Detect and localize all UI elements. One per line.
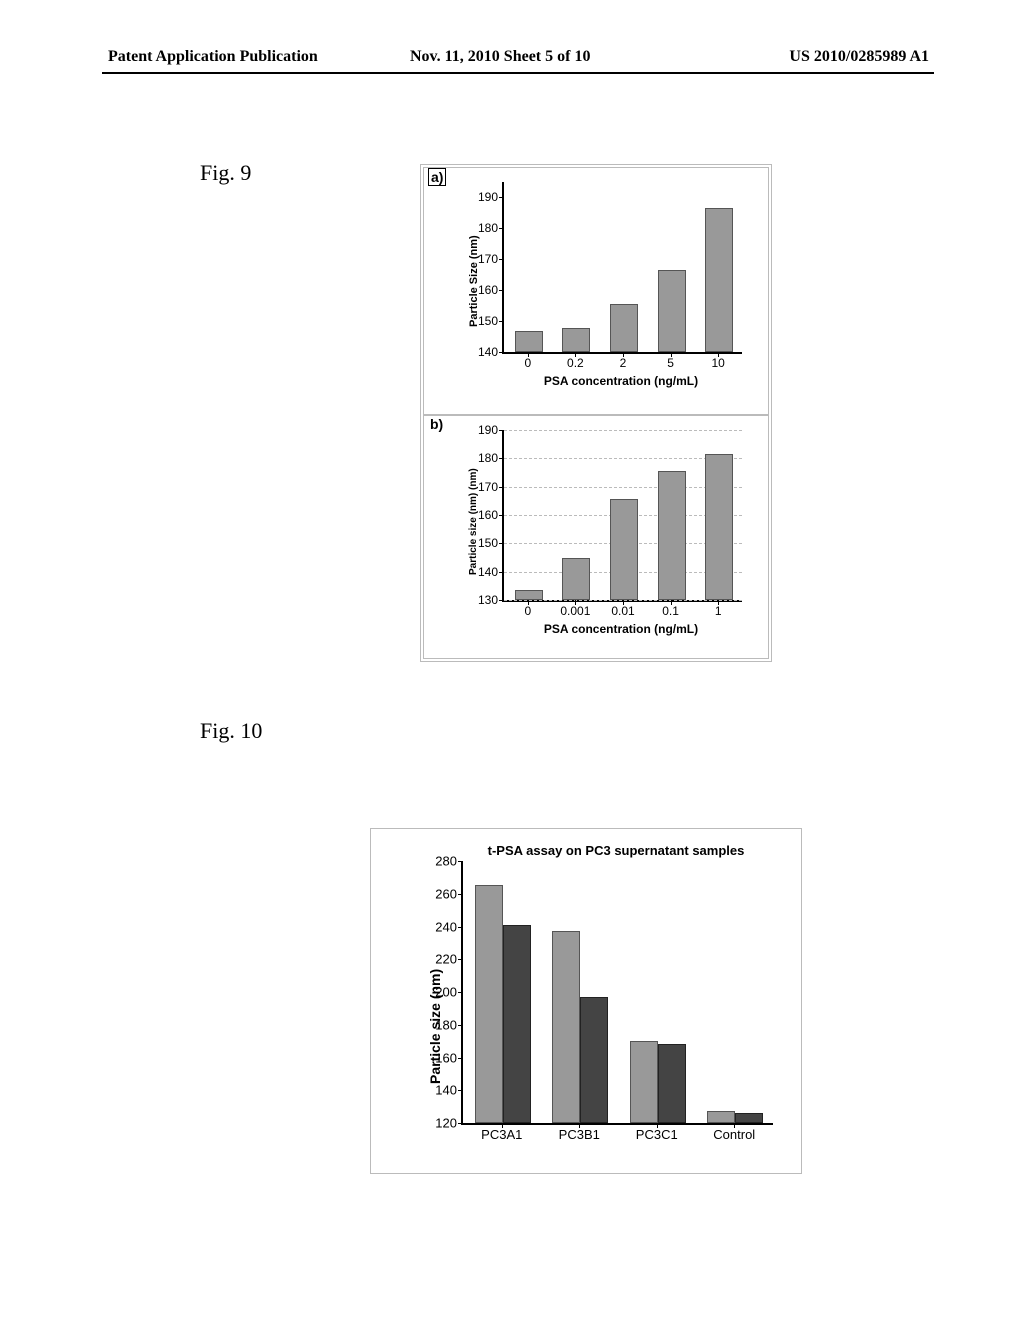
bar-series-1 xyxy=(475,885,503,1123)
x-tick-label: 0.01 xyxy=(611,600,634,618)
x-tick-label: 1 xyxy=(715,600,722,618)
figure-9-label: Fig. 9 xyxy=(200,160,251,186)
header-center: Nov. 11, 2010 Sheet 5 of 10 xyxy=(410,48,590,66)
bar xyxy=(515,590,543,601)
chart-10: 120140160180200220240260280PC3A1PC3B1PC3… xyxy=(371,829,801,1173)
y-tick-label: 140 xyxy=(435,1083,463,1098)
y-tick-label: 120 xyxy=(435,1116,463,1131)
header-rule xyxy=(102,72,934,74)
y-tick-label: 150 xyxy=(478,536,504,550)
x-axis-label: PSA concentration (ng/mL) xyxy=(502,622,740,636)
x-tick-label: 0.2 xyxy=(567,352,584,370)
y-tick-label: 240 xyxy=(435,919,463,934)
bar xyxy=(658,471,686,601)
figure-9-panel-a: a) 14015016017018019000.22510Particle Si… xyxy=(423,167,769,415)
chart-title: t-PSA assay on PC3 supernatant samples xyxy=(461,843,771,858)
x-axis-label: PSA concentration (ng/mL) xyxy=(502,374,740,388)
bar-series-2 xyxy=(658,1044,686,1123)
bar-series-1 xyxy=(630,1041,658,1123)
bar-series-2 xyxy=(580,997,608,1123)
x-tick-label: 0.001 xyxy=(560,600,590,618)
x-tick-label: PC3A1 xyxy=(481,1123,522,1142)
y-axis-label: Particle size (nm) xyxy=(427,969,443,1084)
bar xyxy=(705,208,733,352)
y-tick-label: 160 xyxy=(478,508,504,522)
y-tick-label: 130 xyxy=(478,593,504,607)
y-tick-label: 150 xyxy=(478,314,504,328)
bar-series-1 xyxy=(552,931,580,1123)
bar xyxy=(610,304,638,352)
y-tick-label: 220 xyxy=(435,952,463,967)
y-tick-label: 180 xyxy=(478,451,504,465)
y-axis-label: Particle Size (nm) xyxy=(468,235,480,327)
x-tick-label: 2 xyxy=(620,352,627,370)
x-tick-label: PC3C1 xyxy=(636,1123,678,1142)
y-tick-label: 170 xyxy=(478,480,504,494)
x-tick-label: Control xyxy=(713,1123,755,1142)
x-tick-label: 0.1 xyxy=(662,600,679,618)
bar xyxy=(610,499,638,600)
plot-area: 14015016017018019000.22510 xyxy=(502,182,742,354)
y-tick-label: 140 xyxy=(478,565,504,579)
bar-series-2 xyxy=(735,1113,763,1123)
header-right: US 2010/0285989 A1 xyxy=(789,48,929,66)
bar-series-2 xyxy=(503,925,531,1124)
y-tick-label: 140 xyxy=(478,345,504,359)
x-tick-label: 10 xyxy=(712,352,725,370)
y-tick-label: 180 xyxy=(478,221,504,235)
header-left: Patent Application Publication xyxy=(108,48,318,66)
plot-area: 13014015016017018019000.0010.010.11 xyxy=(502,430,742,602)
chart-9b: 13014015016017018019000.0010.010.11Parti… xyxy=(424,416,768,658)
y-tick-label: 280 xyxy=(435,854,463,869)
bar xyxy=(562,328,590,352)
bar xyxy=(562,558,590,600)
figure-10-label: Fig. 10 xyxy=(200,718,262,744)
y-tick-label: 190 xyxy=(478,423,504,437)
x-tick-label: 5 xyxy=(667,352,674,370)
bar xyxy=(658,270,686,352)
x-tick-label: 0 xyxy=(524,352,531,370)
chart-9a: 14015016017018019000.22510Particle Size … xyxy=(424,168,768,414)
bar-series-1 xyxy=(707,1111,735,1123)
plot-area: 120140160180200220240260280PC3A1PC3B1PC3… xyxy=(461,861,773,1125)
y-tick-label: 260 xyxy=(435,886,463,901)
bar xyxy=(705,454,733,601)
bar xyxy=(515,331,543,352)
y-tick-label: 190 xyxy=(478,190,504,204)
figure-10: 120140160180200220240260280PC3A1PC3B1PC3… xyxy=(370,828,802,1174)
figure-9: a) 14015016017018019000.22510Particle Si… xyxy=(420,164,772,662)
x-tick-label: PC3B1 xyxy=(559,1123,600,1142)
y-tick-label: 170 xyxy=(478,252,504,266)
x-tick-label: 0 xyxy=(524,600,531,618)
y-axis-label: Particle size (nm) (nm) xyxy=(468,468,479,575)
figure-9-panel-b: b) 13014015016017018019000.0010.010.11Pa… xyxy=(423,415,769,659)
y-tick-label: 160 xyxy=(478,283,504,297)
